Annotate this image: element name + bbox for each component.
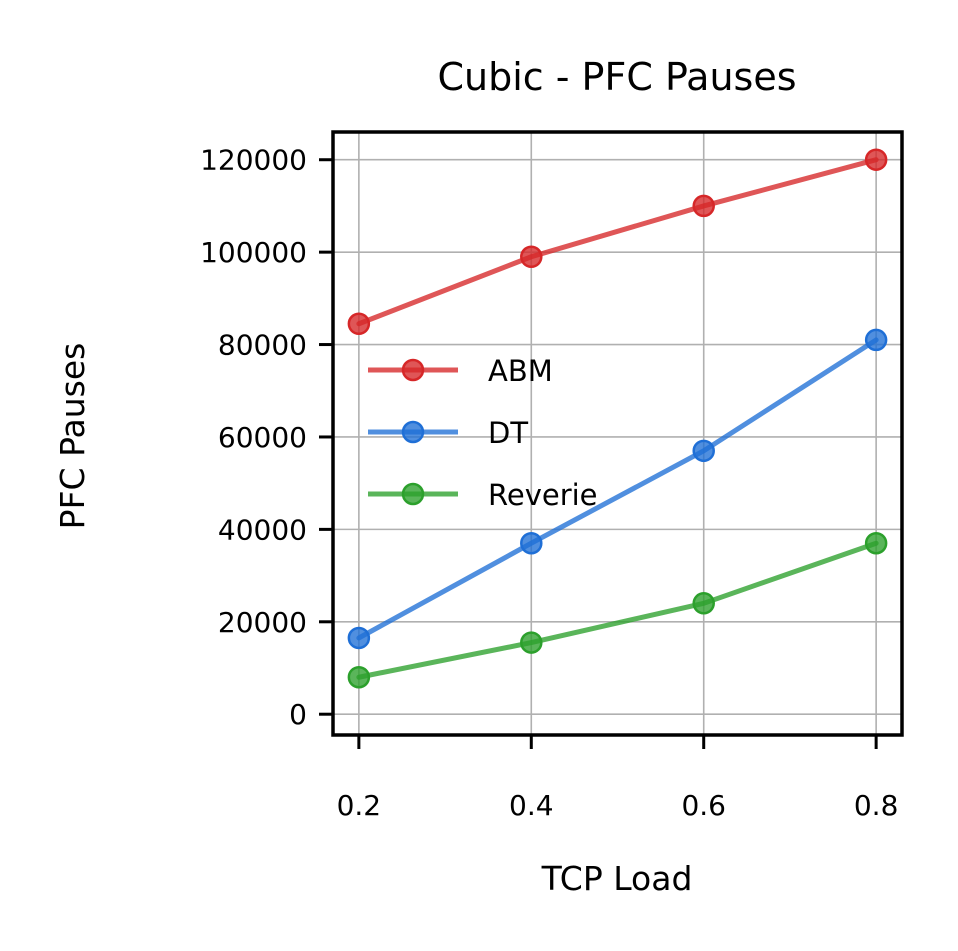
data-point-dt (692, 439, 715, 463)
x-tick-label: 0.4 (509, 789, 554, 822)
x-axis-label: TCP Load (541, 859, 693, 898)
series-reverie (347, 531, 888, 689)
data-point-abm (520, 245, 543, 269)
y-axis-label: PFC Pauses (53, 343, 92, 530)
y-axis-ticks: 0 20000 40000 60000 80000 100000 120000 (200, 144, 333, 731)
x-tick-label: 0.8 (854, 789, 899, 822)
data-point-dt (864, 328, 888, 352)
data-point-reverie (692, 592, 715, 615)
plot-frame (331, 130, 904, 737)
y-tick-label: 20000 (218, 606, 307, 639)
legend-marker-dt (401, 420, 425, 444)
data-point-reverie (864, 531, 888, 555)
data-point-reverie (520, 631, 543, 654)
data-point-dt (520, 531, 543, 555)
data-point-dt (347, 626, 371, 650)
x-axis-ticks: 0.2 0.4 0.6 0.8 (337, 735, 899, 822)
series-line-abm (356, 157, 879, 327)
y-tick-label: 40000 (218, 513, 307, 546)
y-tick-label: 120000 (200, 144, 307, 177)
legend: ABM DT Reverie (368, 354, 598, 512)
data-point-abm (692, 194, 715, 218)
y-tick-label: 0 (289, 698, 307, 731)
y-tick-label: 100000 (200, 236, 307, 269)
legend-item-abm: ABM (368, 354, 553, 388)
legend-label-abm: ABM (488, 354, 553, 388)
y-tick-label: 80000 (218, 329, 307, 362)
x-tick-label: 0.6 (681, 789, 726, 822)
series-dt (347, 328, 888, 650)
legend-label-reverie: Reverie (488, 478, 598, 512)
x-tick-label: 0.2 (337, 789, 382, 822)
series-abm (347, 148, 888, 336)
chart-title: Cubic - PFC Pauses (438, 55, 797, 99)
data-point-reverie (347, 665, 371, 689)
legend-item-reverie: Reverie (368, 478, 598, 512)
legend-item-dt: DT (368, 416, 528, 450)
series-line-reverie (356, 540, 879, 680)
legend-marker-abm (401, 358, 425, 382)
plot-series (347, 148, 888, 689)
data-point-abm (864, 148, 888, 171)
series-line-dt (356, 337, 879, 641)
legend-label-dt: DT (488, 416, 528, 450)
data-point-abm (347, 312, 371, 336)
y-tick-label: 60000 (218, 421, 307, 454)
legend-marker-reverie (401, 482, 425, 506)
